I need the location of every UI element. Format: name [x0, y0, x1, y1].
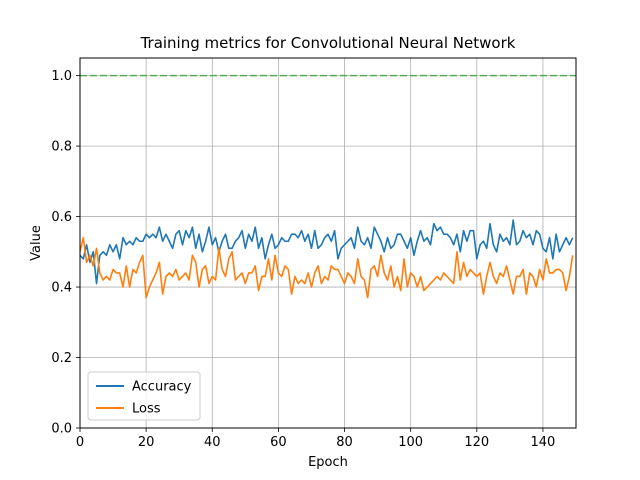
- legend-label-loss: Loss: [132, 402, 161, 417]
- x-axis-ticks: 0 20 40 60 80 100 120 140: [76, 428, 555, 450]
- x-tick-label: 60: [270, 435, 287, 450]
- series-line-loss: [79, 236, 574, 299]
- y-tick-label: 0.0: [51, 422, 72, 437]
- x-tick-label: 140: [531, 435, 556, 450]
- y-tick-label: 0.8: [51, 140, 72, 155]
- chart-title: Training metrics for Convolutional Neura…: [140, 34, 516, 52]
- x-tick-label: 20: [138, 435, 155, 450]
- grid: [79, 58, 576, 429]
- series-line-accuracy: [79, 219, 574, 285]
- plot-frame: [79, 57, 577, 429]
- legend: Accuracy Loss: [87, 371, 201, 421]
- x-tick-label: 100: [398, 435, 423, 450]
- y-axis-label: Value: [29, 225, 44, 261]
- y-axis-ticks: 0.0 0.2 0.4 0.6 0.8 1.0: [51, 69, 80, 437]
- x-tick-label: 0: [76, 435, 84, 450]
- y-tick-label: 0.2: [51, 351, 72, 366]
- y-tick-label: 0.4: [51, 281, 72, 296]
- x-axis-label: Epoch: [308, 455, 348, 470]
- x-tick-label: 40: [204, 435, 221, 450]
- y-tick-label: 0.6: [51, 210, 72, 225]
- y-tick-label: 1.0: [51, 69, 72, 84]
- x-tick-label: 80: [336, 435, 353, 450]
- x-tick-label: 120: [464, 435, 489, 450]
- series-group: [79, 219, 574, 299]
- legend-label-accuracy: Accuracy: [132, 380, 192, 395]
